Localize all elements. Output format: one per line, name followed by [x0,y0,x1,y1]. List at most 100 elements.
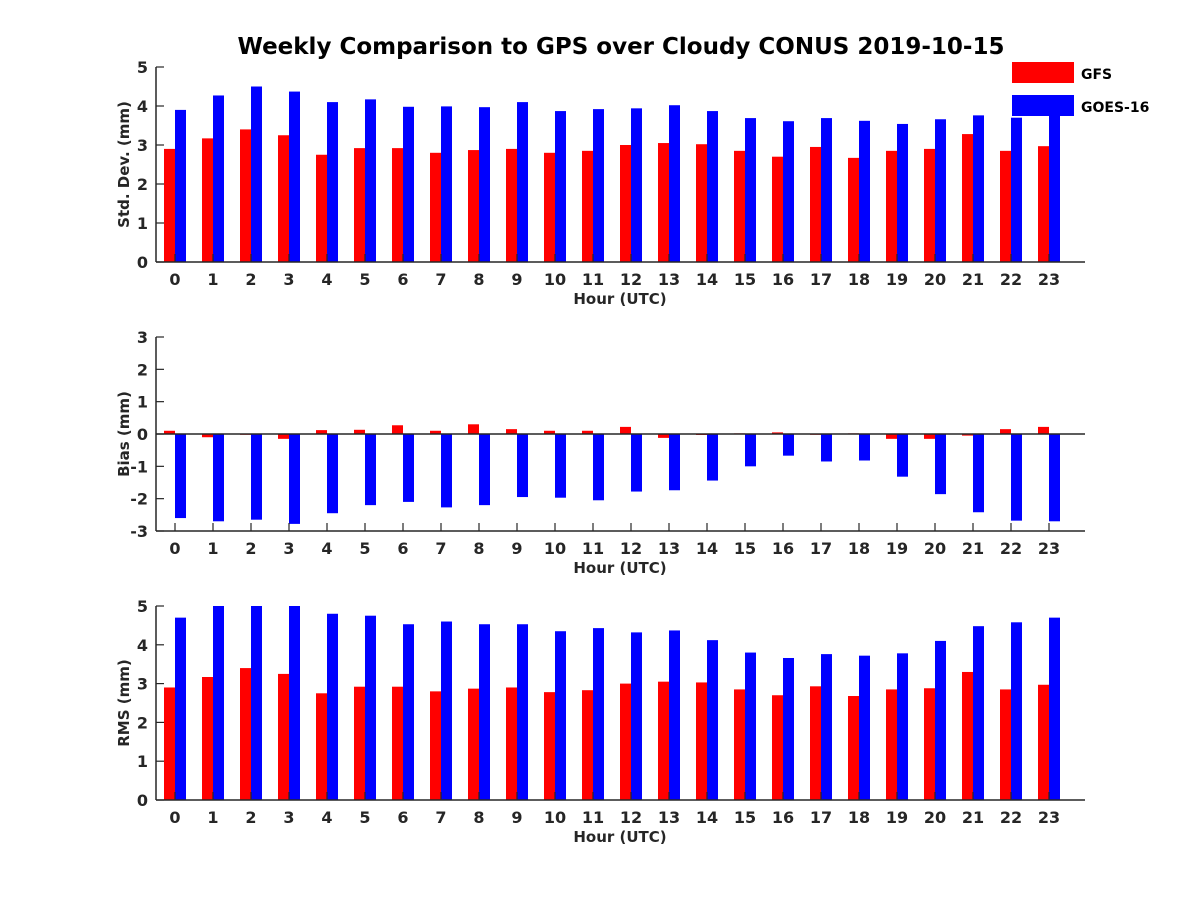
x-tick-label: 2 [245,270,256,289]
bar-goes16-hour-7 [441,106,452,262]
y-axis-label: Std. Dev. (mm) [115,101,133,228]
x-tick-label: 6 [397,539,408,558]
bar-gfs-hour-19 [886,689,897,800]
y-tick-label: 1 [137,393,148,412]
bar-goes16-hour-19 [897,653,908,800]
x-tick-label: 23 [1038,539,1060,558]
bar-gfs-hour-23 [1038,146,1049,262]
x-tick-label: 15 [734,808,756,827]
bar-gfs-hour-12 [620,683,631,800]
y-tick-label: 2 [137,713,148,732]
x-tick-label: 10 [544,539,566,558]
bar-goes16-hour-4 [327,102,338,262]
bar-goes16-hour-9 [517,624,528,800]
bar-goes16-hour-1 [213,434,224,522]
x-tick-label: 8 [473,539,484,558]
x-tick-label: 10 [544,270,566,289]
bar-gfs-hour-0 [164,430,175,434]
x-tick-label: 8 [473,270,484,289]
bar-gfs-hour-9 [506,148,517,262]
bar-gfs-hour-20 [924,688,935,800]
bar-goes16-hour-21 [973,434,984,513]
bar-goes16-hour-11 [593,628,604,800]
y-axis-label: Bias (mm) [115,391,133,477]
bar-goes16-hour-9 [517,434,528,498]
bar-goes16-hour-23 [1049,113,1060,262]
bar-gfs-hour-9 [506,429,517,434]
x-tick-label: 0 [169,808,180,827]
bar-goes16-hour-13 [669,105,680,262]
bar-gfs-hour-3 [278,673,289,800]
y-tick-label: 0 [137,253,148,272]
bar-goes16-hour-16 [783,121,794,263]
bar-gfs-hour-19 [886,150,897,262]
bar-gfs-hour-23 [1038,426,1049,434]
bar-goes16-hour-11 [593,109,604,263]
x-tick-label: 16 [772,539,794,558]
bar-goes16-hour-3 [289,606,300,800]
x-axis-label: Hour (UTC) [573,828,666,846]
bar-goes16-hour-11 [593,434,604,501]
x-tick-label: 22 [1000,270,1022,289]
bar-goes16-hour-8 [479,434,490,506]
y-tick-label: 3 [137,136,148,155]
x-tick-label: 0 [169,539,180,558]
y-tick-label: 1 [137,214,148,233]
x-tick-label: 1 [207,808,218,827]
x-tick-label: 2 [245,808,256,827]
x-tick-label: 13 [658,539,680,558]
x-tick-label: 9 [511,808,522,827]
x-tick-label: 14 [696,808,718,827]
bar-goes16-hour-8 [479,624,490,800]
bar-goes16-hour-2 [251,606,262,800]
x-tick-label: 16 [772,270,794,289]
bar-gfs-hour-10 [544,430,555,434]
bar-goes16-hour-21 [973,115,984,262]
bar-gfs-hour-16 [772,156,783,262]
bar-goes16-hour-4 [327,613,338,800]
bar-goes16-hour-17 [821,118,832,262]
bar-goes16-hour-7 [441,621,452,800]
bar-goes16-hour-8 [479,107,490,262]
bar-goes16-hour-21 [973,626,984,800]
x-tick-label: 11 [582,270,604,289]
legend-swatch-gfs [1012,62,1074,83]
bar-gfs-hour-4 [316,154,327,262]
bar-goes16-hour-0 [175,109,186,263]
bar-goes16-hour-18 [859,434,870,461]
y-axis-label: RMS (mm) [115,659,133,746]
bar-gfs-hour-18 [848,696,859,800]
bar-goes16-hour-10 [555,111,566,262]
x-tick-label: 2 [245,539,256,558]
bar-gfs-hour-1 [202,138,213,262]
x-tick-label: 20 [924,539,946,558]
y-tick-label: -2 [130,490,148,509]
bar-gfs-hour-22 [1000,689,1011,800]
bar-gfs-hour-14 [696,682,707,800]
bar-goes16-hour-5 [365,99,376,263]
bar-gfs-hour-7 [430,691,441,800]
bar-gfs-hour-1 [202,677,213,800]
bar-gfs-hour-13 [658,143,669,262]
bar-goes16-hour-6 [403,624,414,800]
legend-label-gfs: GFS [1081,67,1112,83]
bar-goes16-hour-2 [251,434,262,520]
bar-goes16-hour-18 [859,655,870,800]
x-tick-label: 15 [734,539,756,558]
bar-gfs-hour-10 [544,152,555,262]
bar-goes16-hour-22 [1011,117,1022,262]
bar-gfs-hour-20 [924,434,935,439]
bar-goes16-hour-13 [669,434,680,491]
bar-goes16-hour-16 [783,657,794,800]
bar-gfs-hour-6 [392,686,403,800]
x-tick-label: 6 [397,808,408,827]
bar-goes16-hour-19 [897,123,908,262]
x-tick-label: 13 [658,270,680,289]
bar-gfs-hour-0 [164,148,175,262]
y-tick-label: 0 [137,425,148,444]
y-tick-label: 4 [137,97,148,116]
bar-gfs-hour-23 [1038,684,1049,800]
bar-gfs-hour-21 [962,671,973,800]
